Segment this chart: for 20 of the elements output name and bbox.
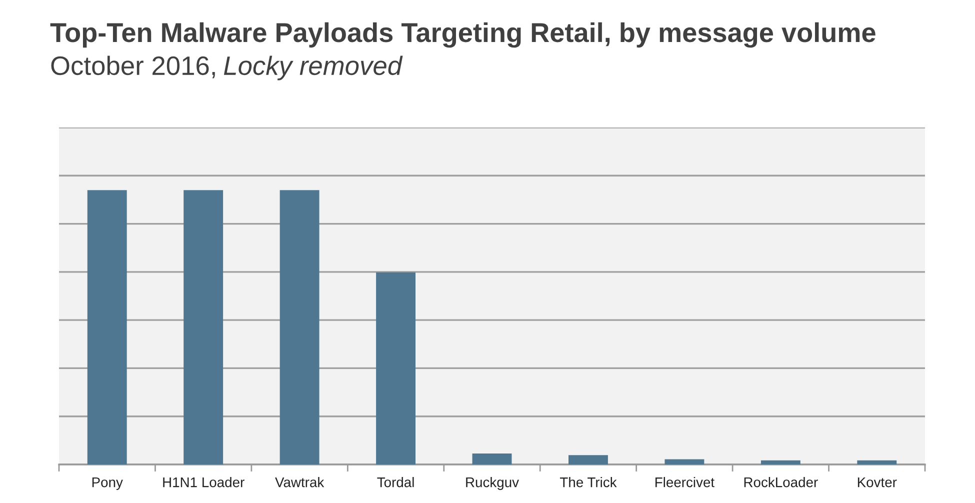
x-tick-label: The Trick (560, 477, 617, 488)
bar (376, 272, 416, 464)
bar (664, 459, 704, 464)
x-tick-label: H1N1 Loader (163, 477, 244, 488)
bar (568, 455, 608, 464)
x-tick-label: Kovter (858, 478, 897, 488)
bar (184, 190, 224, 464)
bar (760, 460, 800, 464)
x-tick-label: Tordal (377, 477, 414, 488)
x-tick-label: Fleercivet (655, 477, 714, 488)
bar (280, 190, 320, 464)
x-tick-label: Vawtrak (275, 477, 324, 488)
chart-subtitle: October 2016, Locky removed (51, 56, 403, 80)
bar (857, 460, 897, 464)
bar (472, 454, 512, 464)
x-tick-label: Ruckguv (466, 477, 519, 490)
x-tick-label: Pony (92, 478, 123, 490)
chart-title: Top-Ten Malware Payloads Targeting Retail, by message volume (50, 22, 876, 48)
bar (87, 190, 127, 464)
x-tick-label: RockLoader (744, 477, 818, 488)
